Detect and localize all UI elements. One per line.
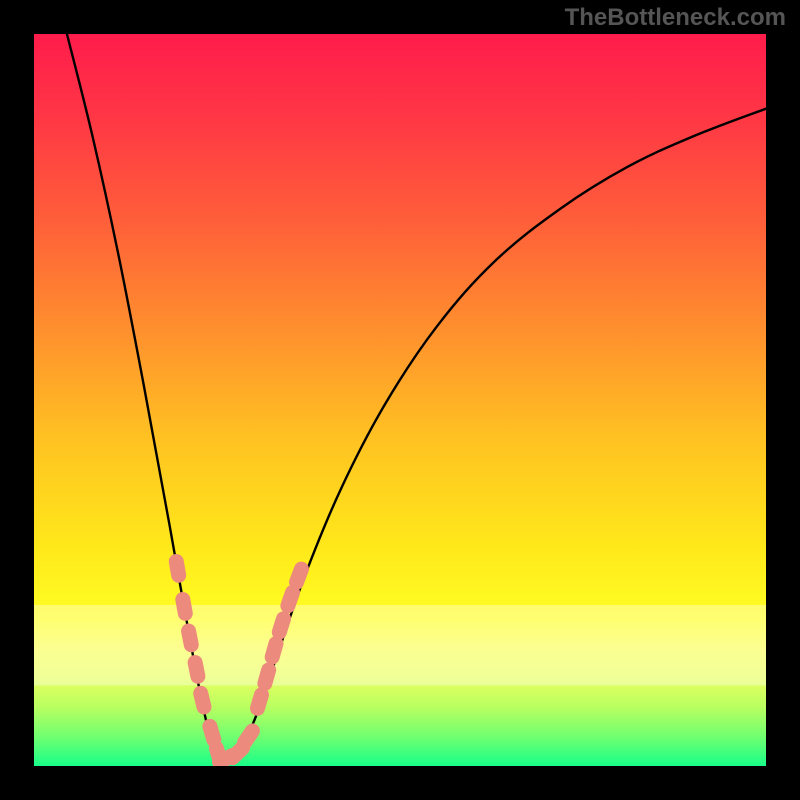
pale-band-overlay: [34, 605, 766, 686]
watermark-text: TheBottleneck.com: [565, 4, 786, 32]
plot-area: [34, 34, 766, 766]
chart-svg: [34, 34, 766, 766]
chart-stage: TheBottleneck.com: [0, 0, 800, 800]
